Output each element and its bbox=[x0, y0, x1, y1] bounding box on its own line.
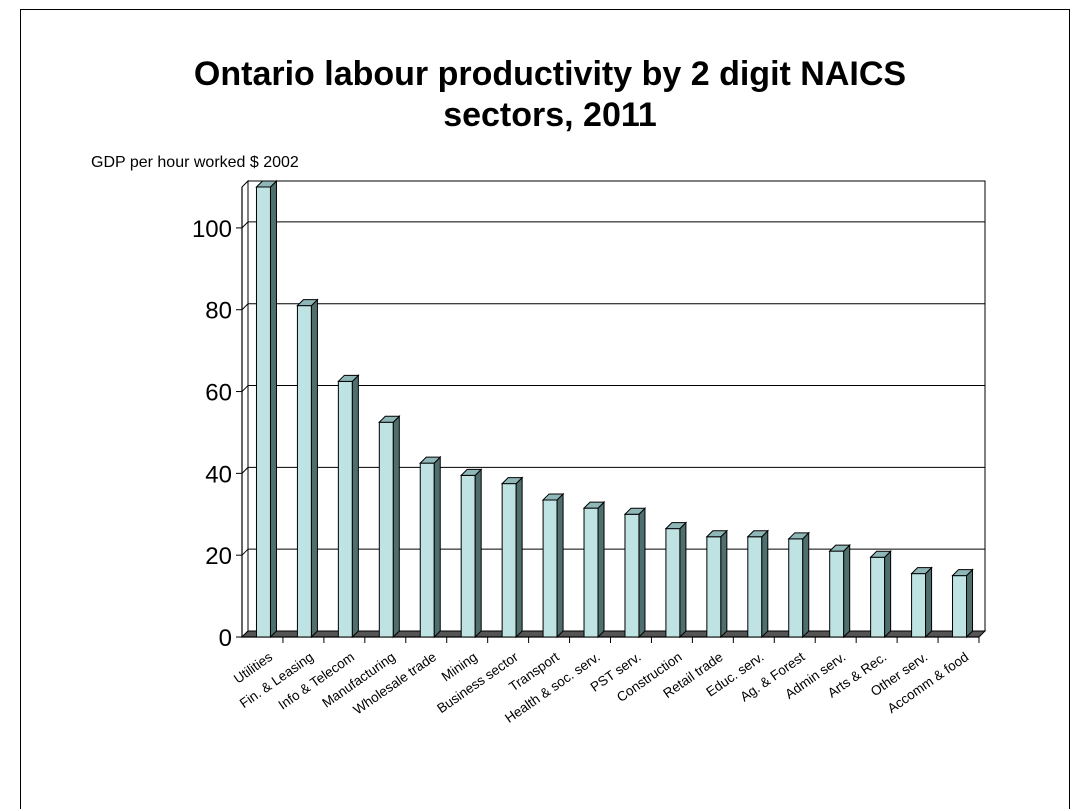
bar-front bbox=[296, 305, 312, 638]
bar-top bbox=[951, 569, 974, 577]
bar-top bbox=[869, 550, 892, 558]
gridline-side bbox=[241, 385, 249, 392]
bar bbox=[419, 455, 442, 639]
bar-top bbox=[582, 501, 606, 509]
bar-top bbox=[623, 507, 647, 515]
bar-front bbox=[706, 536, 722, 638]
bar bbox=[664, 521, 688, 639]
bar-front bbox=[542, 499, 558, 638]
chart-title-line-1: Ontario labour productivity by 2 digit N… bbox=[193, 55, 907, 93]
gridline-side bbox=[241, 548, 249, 556]
chart-title-line-2: sectors, 2011 bbox=[443, 96, 657, 134]
bar-top bbox=[296, 299, 319, 307]
bar-side bbox=[884, 550, 892, 639]
bar-side bbox=[597, 500, 605, 639]
bar bbox=[541, 492, 565, 639]
bar bbox=[828, 543, 851, 639]
bar bbox=[705, 529, 729, 639]
bar-front bbox=[501, 483, 517, 638]
bar-side bbox=[515, 476, 523, 639]
bar bbox=[787, 531, 810, 639]
y-tick-label: 100 bbox=[192, 216, 232, 243]
bar-side bbox=[638, 507, 646, 639]
bar-top bbox=[255, 180, 278, 188]
bar-front bbox=[460, 474, 476, 638]
bar-side bbox=[802, 531, 810, 639]
gridline-side bbox=[241, 303, 249, 311]
bar-side bbox=[269, 179, 277, 639]
bar bbox=[869, 550, 892, 639]
bar bbox=[500, 476, 524, 639]
bar-side bbox=[966, 568, 974, 639]
gridline-side bbox=[241, 221, 249, 229]
bar-front bbox=[624, 513, 640, 638]
bar-front bbox=[583, 507, 599, 638]
bar bbox=[951, 568, 974, 639]
y-tick-label: 80 bbox=[205, 298, 232, 325]
bar-side bbox=[761, 529, 769, 639]
y-tick-label: 0 bbox=[219, 625, 232, 652]
bar-side bbox=[474, 468, 482, 639]
bar-front bbox=[419, 462, 435, 638]
y-axis-label: GDP per hour worked $ 2002 bbox=[91, 154, 299, 171]
bar-top bbox=[541, 493, 565, 501]
bar-side bbox=[679, 521, 687, 639]
bar bbox=[378, 415, 401, 639]
bar-side bbox=[310, 298, 318, 639]
bar bbox=[296, 298, 319, 639]
bar-top bbox=[378, 415, 401, 423]
bar-top bbox=[419, 456, 442, 464]
y-tick-label: 60 bbox=[205, 380, 232, 407]
bar bbox=[582, 500, 606, 639]
bar bbox=[459, 468, 483, 639]
plot-side-wall bbox=[241, 179, 249, 639]
bar-front bbox=[665, 528, 681, 638]
bar-front bbox=[255, 186, 271, 638]
chart-title: Ontario labour productivity by 2 digit N… bbox=[0, 54, 1074, 136]
bar-top bbox=[459, 468, 483, 476]
bar-front bbox=[337, 380, 353, 638]
bar-top bbox=[500, 477, 524, 485]
bar-side bbox=[925, 566, 933, 639]
bar-top bbox=[705, 530, 729, 538]
y-tick-label: 20 bbox=[205, 543, 232, 570]
bar-top bbox=[337, 374, 360, 382]
bar-side bbox=[843, 543, 851, 639]
bar-front bbox=[870, 556, 886, 638]
bar bbox=[623, 507, 647, 639]
bar bbox=[910, 566, 933, 639]
bar-top bbox=[746, 530, 770, 538]
bar-front bbox=[788, 538, 804, 638]
bar-front bbox=[378, 421, 394, 638]
bar-side bbox=[556, 492, 564, 639]
plot-back-wall bbox=[247, 180, 986, 632]
bar-front bbox=[911, 573, 927, 638]
bar-side bbox=[351, 374, 359, 639]
y-tick-label: 40 bbox=[205, 461, 232, 488]
bar-side bbox=[720, 529, 728, 639]
bar-front bbox=[829, 550, 845, 638]
bar-side bbox=[433, 455, 441, 639]
bar bbox=[746, 529, 770, 639]
bar-front bbox=[747, 536, 763, 638]
bar-top bbox=[787, 532, 810, 540]
bar-top bbox=[828, 544, 851, 552]
bar-front bbox=[952, 575, 968, 638]
gridline-side bbox=[241, 467, 249, 474]
bar-side bbox=[392, 415, 400, 639]
bar-top bbox=[910, 567, 933, 575]
bar-top bbox=[664, 522, 688, 530]
bar bbox=[337, 374, 360, 639]
bar bbox=[255, 179, 278, 639]
